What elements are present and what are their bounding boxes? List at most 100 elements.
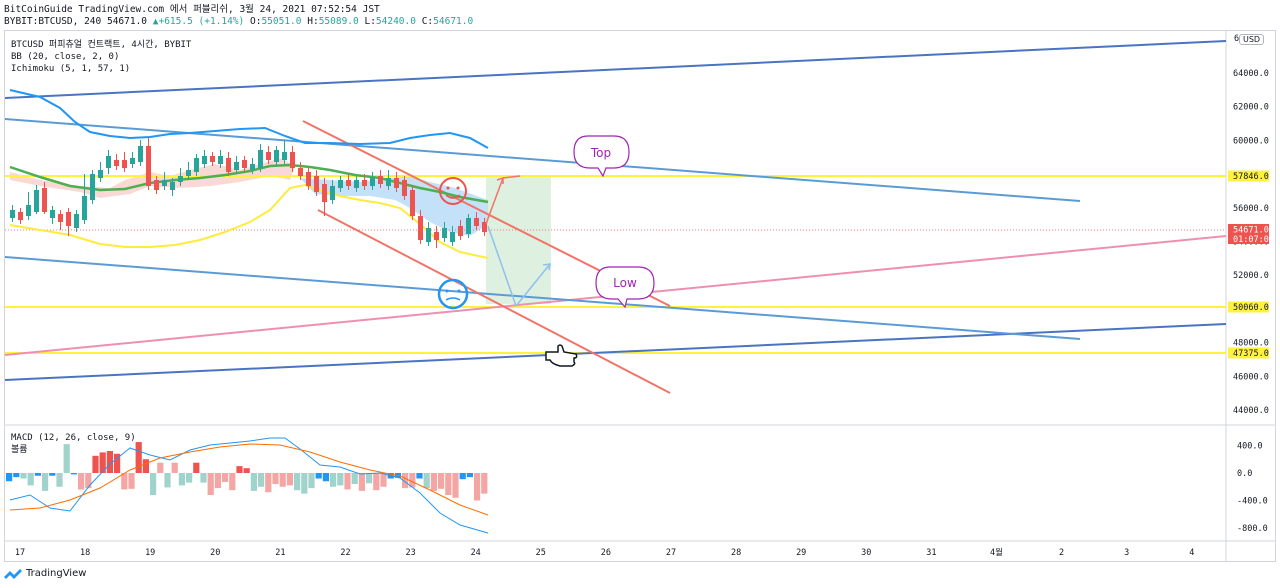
low-label: L: — [364, 16, 376, 27]
macd-bar — [322, 473, 329, 482]
candle-body — [330, 186, 335, 200]
candle-body — [210, 156, 215, 162]
time-tick: 27 — [666, 548, 676, 558]
note-top[interactable]: Top — [573, 135, 630, 178]
macd-bar — [142, 459, 149, 473]
candle-body — [202, 156, 207, 164]
candle-body — [274, 150, 279, 162]
candle-body — [218, 156, 223, 164]
symbol-interval: BYBIT:BTCUSD, 240 — [4, 16, 102, 27]
macd-axis: 400.0 0.0 -400.0 -800.0 — [1237, 442, 1268, 535]
macd-bar — [236, 466, 243, 473]
candle-body — [282, 152, 287, 160]
macd-bar — [13, 473, 20, 478]
currency-button[interactable]: USD — [1239, 34, 1265, 45]
arrow-down-to-low — [487, 225, 517, 307]
chart-frame[interactable] — [4, 30, 1276, 562]
time-tick: 26 — [601, 548, 611, 558]
candle-body — [298, 168, 303, 176]
open-label: O: — [250, 16, 262, 27]
macd-bar — [42, 473, 49, 491]
signal-line — [9, 443, 489, 516]
macd-bar — [358, 473, 365, 491]
trendlines[interactable] — [4, 40, 1227, 394]
candle-body — [130, 158, 135, 164]
candle-body — [122, 160, 127, 168]
candle-body — [410, 190, 415, 216]
macd-bar — [78, 473, 85, 490]
level-57846-label: 57846.0 — [1233, 172, 1269, 182]
legend-ichimoku[interactable]: Ichimoku (5, 1, 57, 1) — [11, 64, 131, 74]
macd-bar — [430, 473, 437, 491]
time-tick: 30 — [861, 548, 871, 558]
macd-bar — [106, 451, 113, 473]
price-tick-top: 6 — [1234, 34, 1239, 44]
candle-body — [450, 232, 455, 242]
legend-bb[interactable]: BB (20, close, 2, 0) — [11, 52, 120, 62]
footer-brand[interactable]: TradingView — [4, 568, 86, 579]
macd-bar — [416, 473, 423, 479]
macd-lines — [9, 437, 489, 534]
time-tick: 3 — [1124, 548, 1129, 558]
trendline-lower-blue — [4, 323, 1227, 381]
candle-body — [338, 180, 343, 188]
publish-info: BitCoinGuide TradingView.com 에서 퍼블리쉬, 3월… — [4, 4, 380, 15]
candle-body — [418, 216, 423, 240]
macd-bar — [474, 473, 481, 501]
legend-symbol[interactable]: BTCUSD 퍼피츄얼 컨트랙트, 4시간, BYBIT — [11, 40, 192, 50]
time-tick: 19 — [145, 548, 155, 558]
time-tick: 4월 — [990, 547, 1003, 558]
note-low[interactable]: Low — [595, 266, 655, 309]
arrow-right-top — [502, 175, 521, 179]
macd-bar — [445, 473, 452, 495]
candle-body — [50, 210, 55, 218]
time-tick: 22 — [340, 548, 350, 558]
current-price-countdown: 01:07:08 — [1233, 235, 1274, 245]
time-tick: 18 — [80, 548, 90, 558]
time-tick: 2 — [1059, 548, 1064, 558]
candle-body — [346, 180, 351, 186]
macd-bar — [56, 473, 63, 487]
level-47375-label: 47375.0 — [1233, 349, 1269, 359]
projection-arrows[interactable] — [485, 175, 551, 307]
macd-tick: -800.0 — [1237, 524, 1268, 534]
macd-bar — [178, 473, 185, 486]
macd-bar — [294, 473, 301, 491]
candle-body — [426, 228, 431, 242]
macd-bar — [423, 473, 430, 489]
macd-bar — [222, 473, 229, 482]
macd-bar — [193, 462, 200, 473]
price-tick: 62000.0 — [1233, 103, 1269, 113]
time-tick: 29 — [796, 548, 806, 558]
candle-body — [482, 222, 487, 232]
candle-body — [178, 176, 183, 182]
time-tick: 20 — [210, 548, 220, 558]
legend-macd[interactable]: MACD (12, 26, close, 9) — [11, 433, 136, 443]
high-label: H: — [307, 16, 319, 27]
macd-bar — [243, 468, 250, 473]
candle-body — [362, 180, 367, 186]
ohlc-readout: BYBIT:BTCUSD, 240 54671.0 ▲+615.5 (+1.14… — [4, 16, 473, 28]
candle-body — [458, 226, 463, 236]
candle-body — [66, 212, 71, 226]
macd-bar — [409, 473, 416, 488]
candlesticks[interactable] — [10, 138, 487, 248]
macd-bar — [315, 473, 322, 479]
macd-bar — [63, 444, 70, 473]
candle-body — [90, 174, 95, 200]
support-resistance-levels[interactable] — [5, 175, 1226, 354]
note-low-text: Low — [613, 276, 637, 290]
arrow-up-to-top — [485, 177, 504, 225]
macd-bar — [214, 473, 221, 489]
macd-histogram — [6, 442, 488, 501]
macd-bar — [308, 473, 315, 489]
time-tick: 23 — [405, 548, 415, 558]
candle-body — [354, 180, 359, 188]
macd-bar — [150, 473, 157, 495]
smile-icon — [439, 177, 467, 205]
macd-bar — [207, 473, 214, 495]
macd-bar — [438, 473, 445, 489]
time-tick: 17 — [15, 548, 25, 558]
time-axis[interactable]: 17 18 19 20 21 22 23 24 25 26 27 28 29 30 31 4월 2 3 4 — [15, 547, 1194, 558]
